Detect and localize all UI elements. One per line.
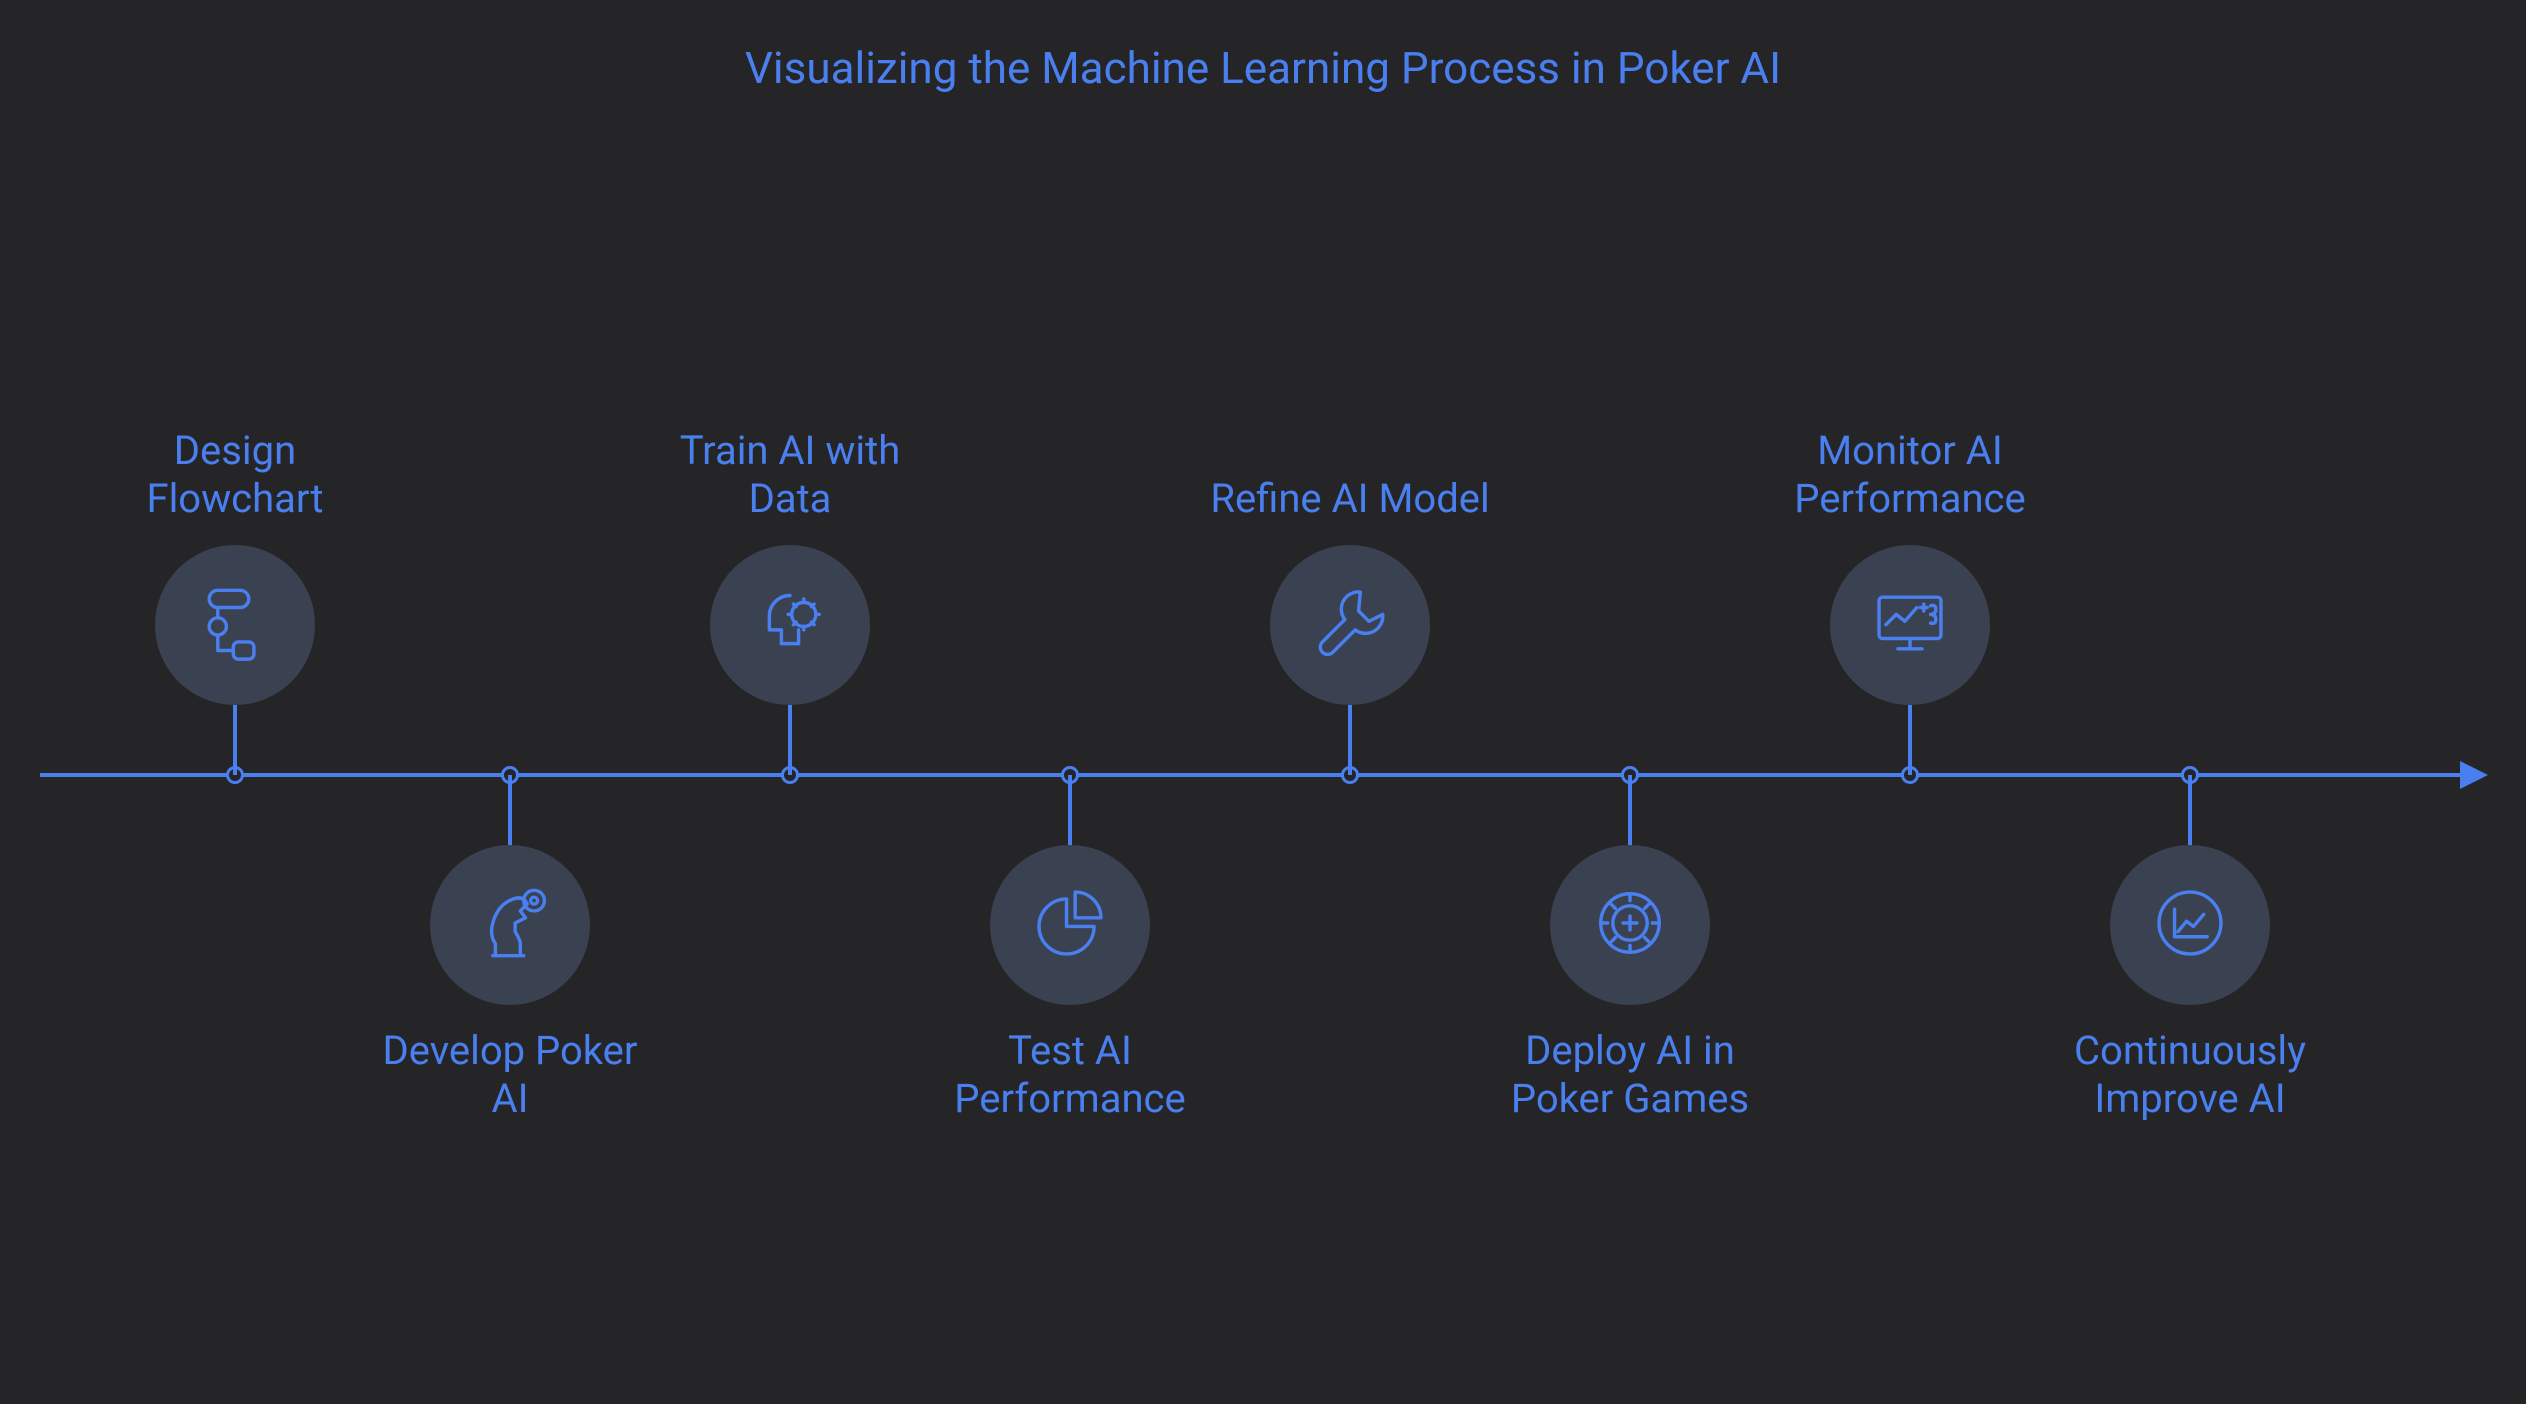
timeline-arrow-icon: [2460, 761, 2488, 789]
timeline-connector: [1068, 775, 1072, 845]
step-node: [155, 545, 315, 705]
diagram-title: Visualizing the Machine Learning Process…: [0, 42, 2526, 94]
step-node: [2110, 845, 2270, 1005]
step-node: [1550, 845, 1710, 1005]
step-label: Design Flowchart: [75, 427, 395, 523]
timeline-connector: [508, 775, 512, 845]
step-label: Train AI with Data: [630, 427, 950, 523]
chart-line-icon: [2147, 880, 2233, 970]
step-label: Test AI Performance: [910, 1027, 1230, 1123]
wrench-icon: [1307, 580, 1393, 670]
knight-icon: [467, 880, 553, 970]
flowchart-icon: [192, 580, 278, 670]
step-node: [430, 845, 590, 1005]
diagram-canvas: Visualizing the Machine Learning Process…: [0, 0, 2526, 1404]
step-label: Continuously Improve AI: [2030, 1027, 2350, 1123]
timeline-connector: [1908, 705, 1912, 775]
step-label: Develop Poker AI: [350, 1027, 670, 1123]
step-node: [710, 545, 870, 705]
step-label: Deploy AI in Poker Games: [1470, 1027, 1790, 1123]
monitor-icon: [1867, 580, 1953, 670]
step-label: Monitor AI Performance: [1750, 427, 2070, 523]
timeline-connector: [1628, 775, 1632, 845]
timeline-connector: [1348, 705, 1352, 775]
pie-icon: [1027, 880, 1113, 970]
timeline-connector: [2188, 775, 2192, 845]
timeline-axis: [40, 773, 2460, 777]
step-node: [990, 845, 1150, 1005]
step-label: Refine AI Model: [1190, 475, 1510, 523]
chip-icon: [1587, 880, 1673, 970]
head-gear-icon: [747, 580, 833, 670]
timeline-connector: [788, 705, 792, 775]
step-node: [1270, 545, 1430, 705]
timeline-connector: [233, 705, 237, 775]
step-node: [1830, 545, 1990, 705]
